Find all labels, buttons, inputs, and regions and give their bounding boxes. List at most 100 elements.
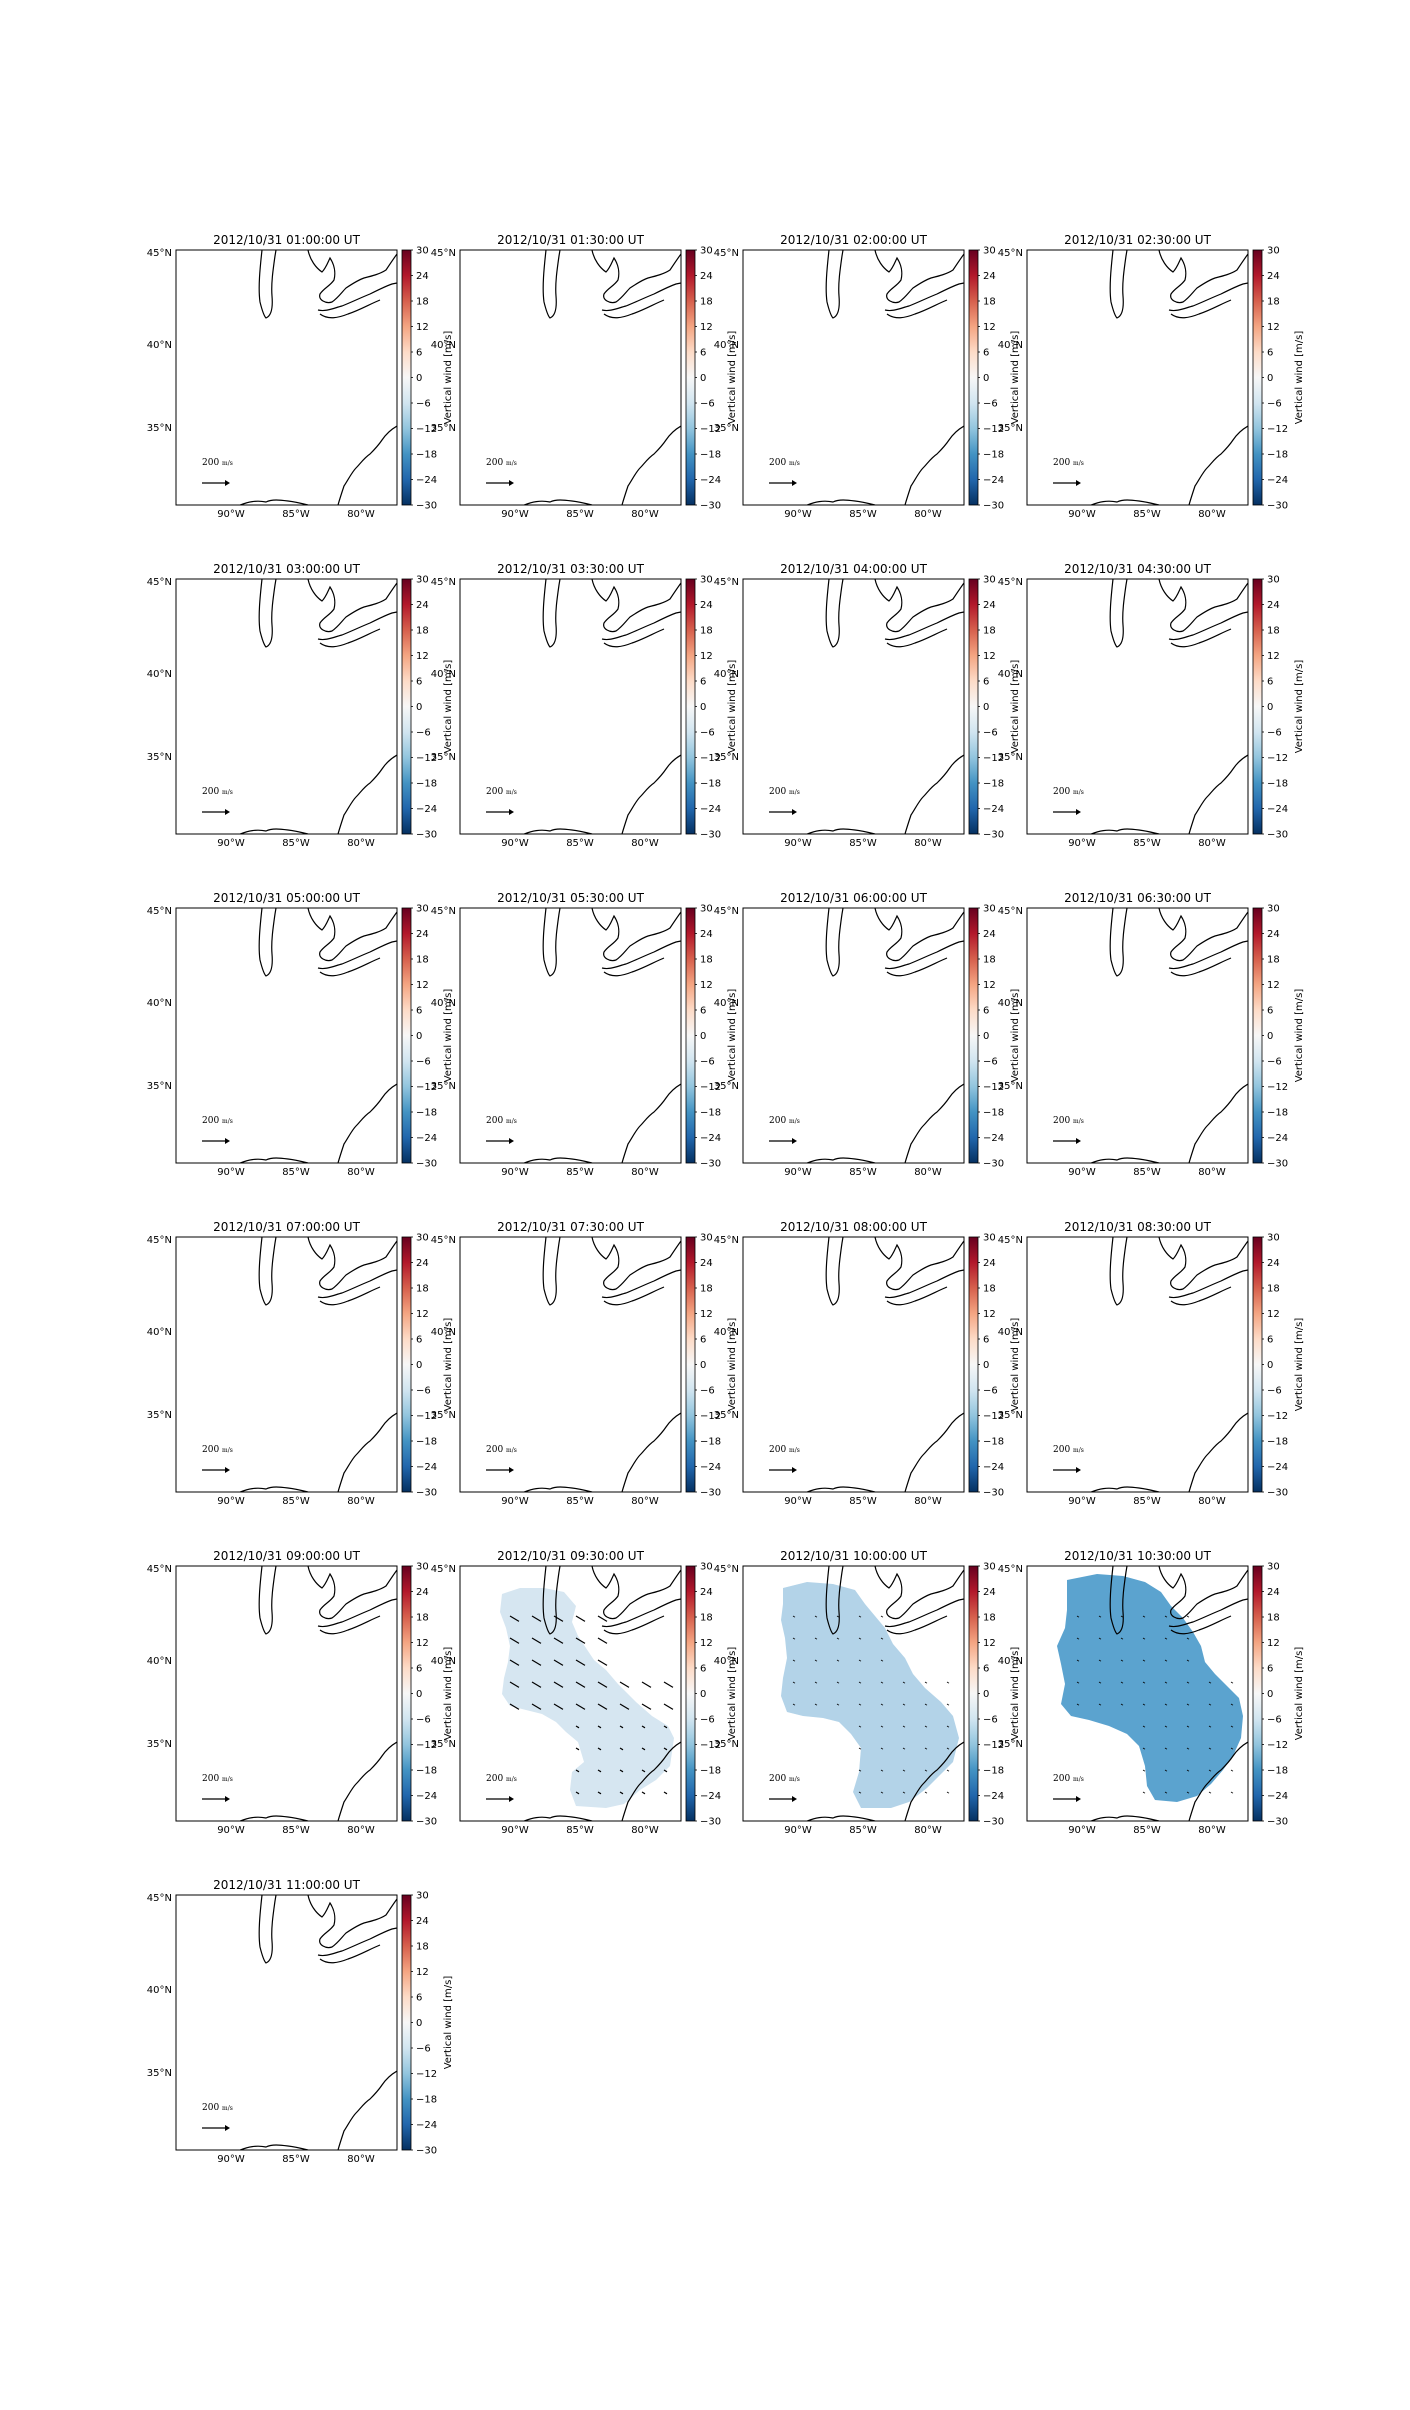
colorbar-tick-label: −18	[1267, 1766, 1288, 1777]
quiver-key-label: 200	[1053, 1774, 1070, 1784]
colorbar-tick-label: −12	[416, 1082, 437, 1093]
x-tick-label: 85°W	[282, 1167, 310, 1178]
colorbar	[401, 1894, 412, 2151]
coastline	[1090, 1486, 1160, 1492]
map-panel: 200 m/s 2012/10/31 01:30:00 UT 90°W 85°W 80°W…	[431, 233, 738, 520]
wind-vector	[663, 1747, 668, 1751]
coastline	[337, 1412, 397, 1492]
coastline	[591, 1566, 681, 1620]
wind-vector	[663, 1725, 668, 1729]
plot-frame	[175, 1236, 398, 1493]
map-panel: 200 m/s 2012/10/31 06:00:00 UT 90°W 85°W 80°W…	[714, 891, 1021, 1178]
wind-vector	[1230, 1725, 1234, 1728]
x-tick-label: 80°W	[347, 1496, 375, 1507]
wind-vector	[531, 1681, 542, 1688]
wind-vector	[792, 1637, 796, 1640]
map-panel: 200 m/s 2012/10/31 03:00:00 UT 90°W 85°W 80°W…	[147, 562, 454, 849]
plot-frame	[1026, 578, 1249, 835]
wind-vector	[924, 1791, 928, 1794]
wind-vector	[902, 1725, 906, 1728]
colorbar-tick-label: 0	[983, 1360, 989, 1371]
coastline	[1109, 1237, 1128, 1306]
wind-vector	[575, 1637, 586, 1644]
coastline	[319, 299, 381, 319]
quiver-key-arrowhead	[1076, 480, 1081, 486]
y-tick-label: 35°N	[714, 423, 739, 434]
colorbar-label: Vertical wind [m/s]	[443, 1976, 454, 2070]
x-tick-label: 80°W	[347, 838, 375, 849]
y-tick-label: 35°N	[147, 1081, 172, 1092]
quiver-key-arrowhead	[509, 1467, 514, 1473]
coastline	[884, 940, 964, 970]
colorbar	[685, 249, 696, 506]
colorbar-tick-label: 18	[416, 1942, 429, 1953]
panel-title: 2012/10/31 06:30:00 UT	[1064, 891, 1211, 905]
y-tick-label: 40°N	[714, 669, 739, 680]
quiver-key-label: 200	[1053, 458, 1070, 468]
colorbar-tick-label: 6	[983, 348, 989, 359]
coastline	[806, 1157, 876, 1163]
wind-vector	[924, 1725, 928, 1728]
plot-frame	[742, 1565, 965, 1822]
colorbar-label: Vertical wind [m/s]	[443, 989, 454, 1083]
wind-vector	[880, 1659, 884, 1662]
colorbar-tick-label: −12	[1267, 1082, 1288, 1093]
quiver-key-unit: m/s	[506, 1118, 517, 1125]
x-tick-label: 90°W	[784, 838, 812, 849]
colorbar-tick-label: −6	[1267, 399, 1282, 410]
wind-vector	[597, 1615, 608, 1622]
coastline	[904, 1083, 964, 1163]
panel-title: 2012/10/31 05:30:00 UT	[497, 891, 644, 905]
y-tick-label: 35°N	[431, 752, 456, 763]
y-tick-label: 45°N	[147, 906, 172, 917]
plot-frame	[175, 1565, 398, 1822]
quiver-key-arrowhead	[1076, 1138, 1081, 1144]
wind-vector	[1164, 1791, 1168, 1794]
wind-vector	[663, 1681, 674, 1688]
quiver-key-unit: m/s	[506, 1447, 517, 1454]
y-tick-label: 40°N	[147, 998, 172, 1009]
colorbar-tick-label: 0	[416, 1689, 422, 1700]
colorbar-tick-label: −6	[983, 399, 998, 410]
wind-vector	[1186, 1637, 1190, 1640]
coastline	[1158, 579, 1248, 633]
colorbar-tick-label: −12	[983, 424, 1004, 435]
coastline	[806, 499, 876, 505]
y-tick-label: 40°N	[147, 1656, 172, 1667]
colorbar-tick-label: −24	[983, 804, 1004, 815]
wind-vector	[597, 1681, 608, 1688]
colorbar-label: Vertical wind [m/s]	[443, 1318, 454, 1412]
colorbar-tick-label: 30	[700, 1562, 713, 1573]
colorbar-label: Vertical wind [m/s]	[1010, 660, 1021, 754]
colorbar-tick-label: −24	[700, 475, 721, 486]
wind-vector	[597, 1703, 608, 1710]
wind-field-region	[781, 1582, 959, 1808]
colorbar-tick-label: 24	[700, 1587, 713, 1598]
coastline	[603, 957, 665, 977]
colorbar-tick-label: −6	[700, 1715, 715, 1726]
coastline	[1188, 1412, 1248, 1492]
coastline	[337, 425, 397, 505]
plot-frame	[175, 249, 398, 506]
map-panel: 200 m/s 2012/10/31 03:30:00 UT 90°W 85°W 80°W…	[431, 562, 738, 849]
colorbar-tick-label: −30	[416, 1159, 437, 1170]
plot-frame	[459, 907, 682, 1164]
coastline	[1109, 1566, 1128, 1635]
wind-vector	[1098, 1703, 1102, 1706]
colorbar	[401, 907, 412, 1164]
colorbar-tick-label: 6	[1267, 348, 1273, 359]
colorbar-tick-label: 24	[700, 600, 713, 611]
x-tick-label: 85°W	[849, 1496, 877, 1507]
wind-vector	[641, 1725, 646, 1729]
colorbar-tick-label: 30	[983, 1233, 996, 1244]
y-tick-label: 45°N	[714, 248, 739, 259]
colorbar-tick-label: −24	[983, 1462, 1004, 1473]
colorbar-tick-label: −12	[700, 1740, 721, 1751]
plot-frame	[1026, 1236, 1249, 1493]
colorbar-tick-label: −12	[416, 424, 437, 435]
wind-vector	[641, 1769, 646, 1773]
wind-vector	[858, 1681, 862, 1684]
wind-vector	[1230, 1791, 1234, 1794]
colorbar	[685, 1565, 696, 1822]
